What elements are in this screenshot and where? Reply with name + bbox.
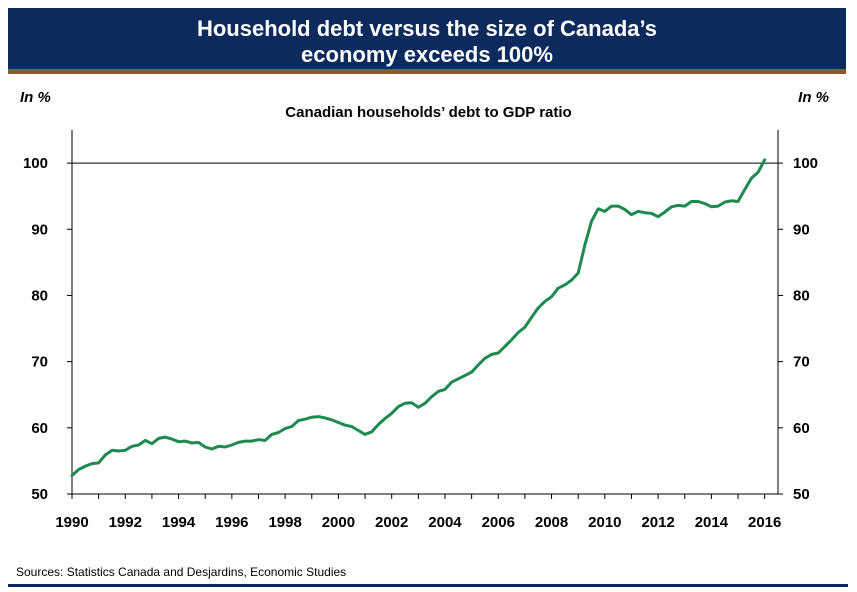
x-tick-label: 2016 [748, 514, 781, 531]
source-note: Sources: Statistics Canada and Desjardin… [16, 565, 347, 579]
y-tick-label-right: 80 [793, 287, 810, 304]
series-line-debt-to-gdp [70, 158, 767, 477]
y-tick-label-left: 70 [31, 354, 48, 371]
chart-axes [67, 130, 783, 499]
footer-rule [8, 584, 848, 587]
x-tick-label: 2010 [588, 514, 621, 531]
x-tick-label: 2008 [535, 514, 568, 531]
y-tick-label-right: 50 [793, 486, 810, 503]
data-series [70, 158, 767, 477]
y-tick-label-left: 50 [31, 486, 48, 503]
right-axis-unit: In % [798, 89, 829, 106]
y-tick-label-right: 100 [793, 155, 818, 172]
banner-title-line2: economy exceeds 100% [301, 42, 553, 67]
banner-title-line1: Household debt versus the size of Canada… [196, 16, 658, 41]
x-tick-label: 1998 [268, 514, 301, 531]
x-tick-label: 2002 [375, 514, 408, 531]
x-tick-label: 2004 [428, 514, 462, 531]
x-tick-label: 1990 [55, 514, 88, 531]
y-tick-label-right: 90 [793, 221, 810, 238]
x-tick-label: 1994 [162, 514, 196, 531]
x-tick-label: 2000 [322, 514, 355, 531]
x-tick-label: 2006 [482, 514, 515, 531]
y-tick-labels-left: 50 60 70 80 90 100 [23, 155, 48, 503]
y-tick-label-right: 60 [793, 420, 810, 437]
left-axis-unit: In % [20, 89, 51, 106]
x-tick-label: 1992 [109, 514, 142, 531]
y-tick-label-left: 60 [31, 420, 48, 437]
y-tick-label-left: 80 [31, 287, 48, 304]
x-tick-label: 2012 [641, 514, 674, 531]
x-tick-label: 1996 [215, 514, 248, 531]
y-tick-labels-right: 50 60 70 80 90 100 [793, 155, 818, 503]
x-tick-label: 2014 [695, 514, 729, 531]
x-tick-labels: 1990 1992 1994 1996 1998 2000 2002 2004 2006 2008… [55, 514, 781, 531]
chart-banner: Household debt versus the size of Canada… [8, 8, 846, 74]
y-tick-label-right: 70 [793, 354, 810, 371]
y-tick-label-left: 90 [31, 221, 48, 238]
chart-title: Canadian households’ debt to GDP ratio [285, 104, 572, 121]
y-tick-label-left: 100 [23, 155, 48, 172]
